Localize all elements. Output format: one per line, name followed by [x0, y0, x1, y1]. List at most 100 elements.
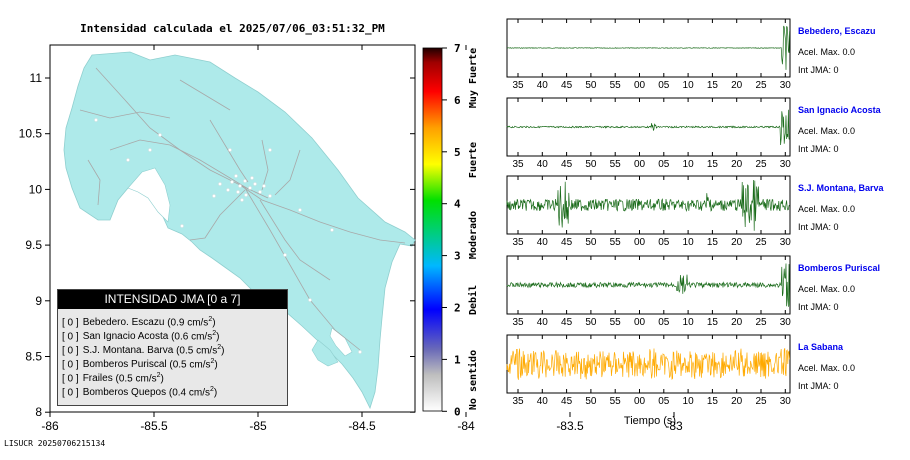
- time-tick-label: 15: [707, 159, 719, 170]
- legend-accel-exp: 2: [156, 372, 161, 379]
- time-tick-label: 25: [755, 237, 767, 248]
- time-tick-label: 20: [731, 396, 743, 407]
- time-tick-label: 00: [634, 396, 646, 407]
- colorbar-tick-label: 7: [454, 42, 461, 55]
- time-tick-label: 25: [755, 159, 767, 170]
- time-tick-label: 10: [683, 396, 695, 407]
- time-tick-label: 35: [512, 159, 524, 170]
- time-tick-label: 35: [512, 237, 524, 248]
- time-tick-label: 10: [683, 317, 695, 328]
- map-x-tick-label: -86: [41, 419, 59, 433]
- legend-accel-close: ): [216, 331, 220, 343]
- legend-row: [ 0 ] Bebedero. Escazu (0.9 cm/s2): [58, 313, 287, 329]
- time-tick-label: 15: [707, 317, 719, 328]
- time-tick-label: 50: [585, 159, 597, 170]
- legend-row: [ 0 ] Bomberos Puriscal (0.5 cm/s2): [58, 355, 287, 371]
- page-title: Intensidad calculada el 2025/07/06_03:51…: [80, 22, 385, 35]
- colorbar-gradient: [422, 47, 443, 412]
- time-tick-label: 30: [780, 396, 792, 407]
- station-points: [94, 118, 362, 354]
- station-name: Bebedero, Escazu: [798, 26, 876, 36]
- colorbar-category-label: Fuerte: [468, 142, 479, 178]
- time-tick-label: 25: [755, 317, 767, 328]
- station-accel: Acel. Max. 0.0: [798, 204, 856, 214]
- intensity-legend: INTENSIDAD JMA [0 a 7] [ 0 ] Bebedero. Es…: [57, 289, 288, 406]
- time-tick-label: 40: [537, 237, 549, 248]
- legend-station: S.J. Montana. Barva: [82, 345, 177, 357]
- time-tick-label: 20: [731, 80, 743, 91]
- time-tick-label: 25: [755, 80, 767, 91]
- legend-accel-exp: 2: [209, 386, 214, 393]
- map-x-tick-label: -84.5: [348, 419, 376, 433]
- legend-accel-exp: 2: [208, 316, 213, 323]
- legend-accel: (0.5 cm/s: [169, 359, 211, 371]
- time-tick-label: 55: [610, 317, 622, 328]
- station-accel: Acel. Max. 0.0: [798, 284, 856, 294]
- time-tick-label: 30: [780, 317, 792, 328]
- road-network: [79, 67, 406, 351]
- time-tick-label: 05: [658, 396, 670, 407]
- waveform-trace: [506, 263, 790, 307]
- map-x-tick-label: -85.5: [140, 419, 168, 433]
- time-axis-label: Tiempo (s): [623, 415, 677, 427]
- station-accel: Acel. Max. 0.0: [798, 363, 856, 373]
- legend-accel-exp: 2: [217, 344, 222, 351]
- map-y-tick-label: 10.5: [19, 127, 43, 141]
- time-tick-label: 45: [561, 317, 573, 328]
- colorbar-category-labels: Muy Fuerte Fuerte Moderado Debil No sentido: [467, 48, 479, 410]
- station-intensity: Int JMA: 0: [798, 302, 839, 312]
- time-tick-label: 50: [585, 237, 597, 248]
- legend-station: Bomberos Puriscal: [82, 359, 170, 371]
- time-tick-label: 55: [610, 80, 622, 91]
- map-x-tick-label: -83: [665, 419, 683, 433]
- map-y-tick-label: 9.5: [25, 238, 42, 252]
- legend-row: [ 0 ] Frailes (0.5 cm/s2): [58, 369, 287, 385]
- legend-title: INTENSIDAD JMA [0 a 7]: [58, 290, 287, 309]
- osa-peninsula: [311, 339, 339, 367]
- waveform-trace: [506, 348, 790, 381]
- colorbar-category-label: Debil: [467, 285, 479, 315]
- legend-accel-close: ): [212, 317, 216, 329]
- time-tick-label: 00: [634, 317, 646, 328]
- map-y-tick-label: 9: [35, 294, 42, 308]
- station-name: S.J. Montana, Barva: [798, 183, 884, 193]
- legend-level: [ 0 ]: [62, 359, 79, 371]
- legend-level: [ 0 ]: [62, 317, 79, 329]
- time-tick-label: 25: [755, 396, 767, 407]
- time-tick-label: 40: [537, 159, 549, 170]
- time-tick-label: 30: [780, 159, 792, 170]
- legend-station: Bebedero. Escazu: [82, 317, 168, 329]
- legend-level: [ 0 ]: [62, 373, 79, 385]
- map-x-tick-label: -85: [249, 419, 267, 433]
- map-y-tick-label: 10: [29, 182, 43, 196]
- time-tick-label: 15: [707, 237, 719, 248]
- map-x-axis: -86 -85.5 -85 -84.5 -84 -83.5 -83: [41, 45, 683, 433]
- time-tick-label: 55: [610, 237, 622, 248]
- waveform-trace: [506, 179, 790, 231]
- station-accel: Acel. Max. 0.0: [798, 47, 856, 57]
- time-tick-label: 40: [537, 396, 549, 407]
- colorbar-tick-label: 6: [454, 94, 461, 107]
- colorbar-category-label: Muy Fuerte: [468, 48, 479, 108]
- time-tick-label: 10: [683, 159, 695, 170]
- time-tick-label: 45: [561, 396, 573, 407]
- time-tick-label: 20: [731, 159, 743, 170]
- legend-list: [ 0 ] Bebedero. Escazu (0.9 cm/s2)[ 0 ] Sa…: [58, 309, 287, 398]
- time-tick-label: 40: [537, 80, 549, 91]
- time-tick-label: 45: [561, 80, 573, 91]
- station-accel: Acel. Max. 0.0: [798, 126, 856, 136]
- time-tick-label: 55: [610, 159, 622, 170]
- map-x-tick-label: -83.5: [556, 419, 584, 433]
- time-tick-label: 05: [658, 80, 670, 91]
- costa-rica-land: [63, 51, 416, 410]
- map-y-tick-label: 8.5: [25, 350, 42, 364]
- station-intensity: Int JMA: 0: [798, 222, 839, 232]
- legend-station: Frailes: [82, 373, 116, 385]
- time-tick-label: 00: [634, 80, 646, 91]
- legend-level: [ 0 ]: [62, 345, 79, 357]
- colorbar-ticks: 7 6 5 4 3 2 1 0: [442, 42, 461, 418]
- map-x-tick-label: -84: [457, 419, 475, 433]
- legend-accel-close: ): [160, 373, 164, 385]
